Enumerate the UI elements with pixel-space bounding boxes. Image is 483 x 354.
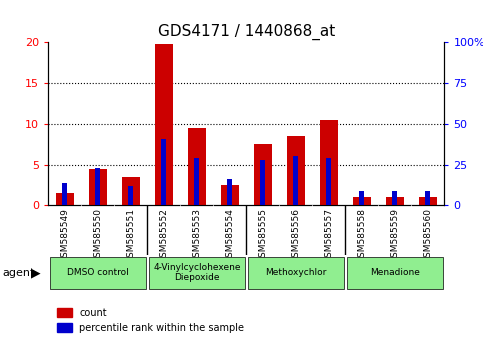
Bar <box>392 191 398 205</box>
Bar <box>161 138 166 205</box>
Bar <box>56 193 74 205</box>
Bar <box>188 128 206 205</box>
FancyBboxPatch shape <box>149 257 245 289</box>
Bar <box>353 197 371 205</box>
Bar <box>426 191 430 205</box>
Text: GSM585553: GSM585553 <box>192 208 201 263</box>
Text: GSM585559: GSM585559 <box>390 208 399 263</box>
Text: Menadione: Menadione <box>370 268 420 277</box>
Bar <box>293 156 298 205</box>
Text: GSM585556: GSM585556 <box>291 208 300 263</box>
Text: GSM585555: GSM585555 <box>258 208 267 263</box>
Bar <box>62 183 67 205</box>
Bar <box>386 197 404 205</box>
FancyBboxPatch shape <box>50 257 146 289</box>
Bar <box>128 186 133 205</box>
Text: GSM585549: GSM585549 <box>60 208 69 263</box>
Title: GDS4171 / 1440868_at: GDS4171 / 1440868_at <box>158 23 335 40</box>
Text: agent: agent <box>2 268 35 278</box>
Bar <box>287 136 305 205</box>
Bar <box>327 158 331 205</box>
Legend: count, percentile rank within the sample: count, percentile rank within the sample <box>53 304 248 337</box>
Text: DMSO control: DMSO control <box>67 268 128 277</box>
Text: Methoxychlor: Methoxychlor <box>265 268 327 277</box>
Bar <box>194 158 199 205</box>
Text: 4-Vinylcyclohexene
Diepoxide: 4-Vinylcyclohexene Diepoxide <box>153 263 241 282</box>
Bar <box>221 185 239 205</box>
Text: GSM585557: GSM585557 <box>325 208 333 263</box>
Bar <box>359 191 364 205</box>
Text: GSM585550: GSM585550 <box>93 208 102 263</box>
FancyBboxPatch shape <box>347 257 443 289</box>
Bar <box>122 177 140 205</box>
Text: GSM585552: GSM585552 <box>159 208 168 263</box>
Text: ▶: ▶ <box>31 266 41 279</box>
Bar <box>155 44 173 205</box>
Bar <box>320 120 338 205</box>
Text: GSM585560: GSM585560 <box>424 208 432 263</box>
Bar <box>89 169 107 205</box>
Bar <box>260 160 265 205</box>
Bar <box>419 197 437 205</box>
Bar <box>254 144 272 205</box>
Text: GSM585558: GSM585558 <box>357 208 366 263</box>
FancyBboxPatch shape <box>248 257 344 289</box>
Text: GSM585551: GSM585551 <box>127 208 135 263</box>
Text: GSM585554: GSM585554 <box>226 208 234 263</box>
Bar <box>227 179 232 205</box>
Bar <box>95 168 100 205</box>
